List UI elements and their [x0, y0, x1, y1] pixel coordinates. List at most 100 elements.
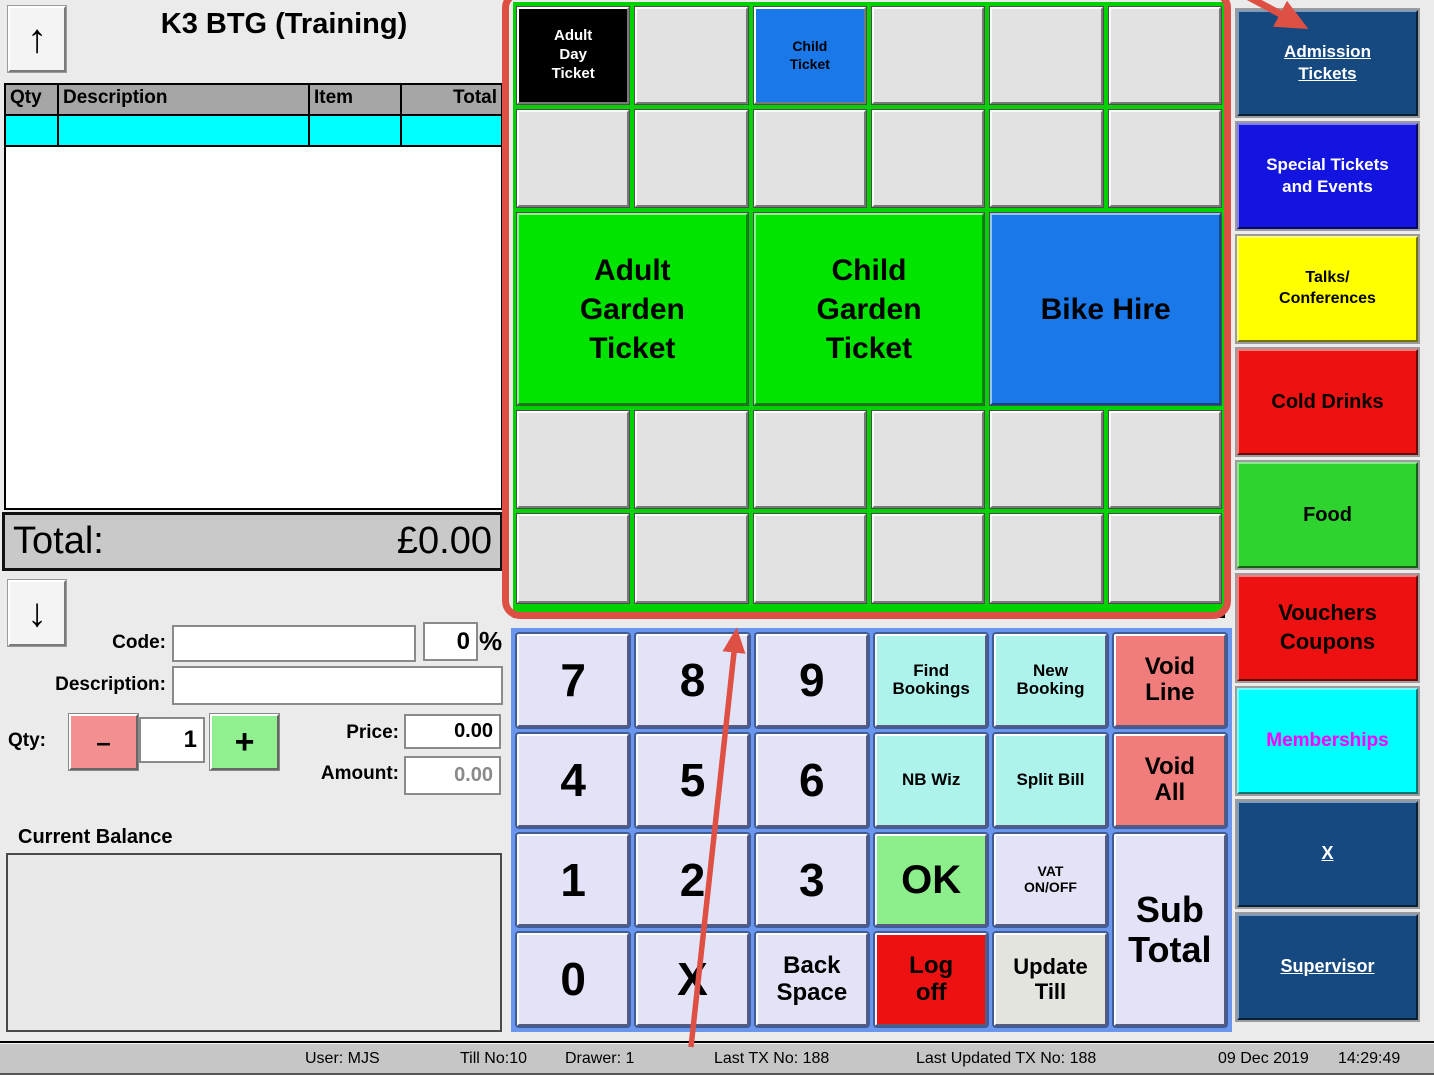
product-button-empty[interactable]	[871, 514, 985, 603]
key-6[interactable]: 6	[755, 733, 868, 827]
amount-label: Amount:	[320, 763, 399, 784]
product-button-child-garden-ticket[interactable]: Child Garden Ticket	[753, 213, 985, 405]
status-last-tx: Last TX No: 188	[714, 1050, 830, 1067]
total-bar: Total: £0.00	[2, 512, 503, 571]
sidebar-item-cold-drinks[interactable]: Cold Drinks	[1237, 349, 1418, 455]
sidebar-item-admission-tickets[interactable]: Admission Tickets	[1237, 10, 1418, 116]
code-input[interactable]	[172, 625, 416, 662]
key-0[interactable]: 0	[517, 933, 630, 1026]
ok-button[interactable]: OK	[875, 833, 988, 927]
key-x[interactable]: X	[636, 933, 749, 1026]
selected-receipt-row[interactable]	[6, 116, 501, 147]
status-last-updated: Last Updated TX No: 188	[916, 1050, 1097, 1067]
code-label: Code:	[112, 632, 166, 653]
description-label: Description:	[55, 674, 166, 695]
current-balance-box	[6, 853, 502, 1032]
product-button-empty[interactable]	[517, 411, 630, 508]
column-header-total: Total	[453, 87, 497, 108]
status-till-no: Till No:10	[460, 1050, 527, 1067]
key-3[interactable]: 3	[755, 833, 868, 927]
product-button-empty[interactable]	[753, 514, 866, 603]
status-drawer: Drawer: 1	[565, 1050, 635, 1067]
product-button-empty[interactable]	[753, 110, 866, 207]
vat-on-off-button[interactable]: VAT ON/OFF	[994, 833, 1107, 927]
key-4[interactable]: 4	[517, 733, 630, 827]
qty-label: Qty:	[8, 730, 46, 751]
down-arrow-icon: ↓	[27, 591, 47, 635]
key-8[interactable]: 8	[636, 634, 749, 727]
product-button-bike-hire[interactable]: Bike Hire	[990, 213, 1222, 405]
product-button-empty[interactable]	[517, 110, 630, 207]
product-button-empty[interactable]	[1108, 110, 1221, 207]
status-bar: User: MJS Till No:10 Drawer: 1 Last TX N…	[0, 1041, 1434, 1075]
key-9[interactable]: 9	[755, 634, 868, 727]
sidebar-item-vouchers-coupons[interactable]: Vouchers Coupons	[1237, 575, 1418, 681]
sub-total-button[interactable]: Sub Total	[1113, 833, 1226, 1026]
product-button-empty[interactable]	[1108, 411, 1221, 508]
product-button-adult-garden-ticket[interactable]: Adult Garden Ticket	[517, 213, 748, 405]
product-button-empty[interactable]	[753, 411, 866, 508]
product-button-empty[interactable]	[990, 514, 1103, 603]
discount-percent-input[interactable]	[423, 622, 478, 661]
column-header-description: Description	[59, 85, 310, 114]
qty-minus-button[interactable]: –	[69, 714, 138, 770]
sidebar-item-supervisor[interactable]: Supervisor	[1237, 914, 1418, 1020]
status-user: User: MJS	[305, 1050, 380, 1067]
void-all-button[interactable]: Void All	[1113, 733, 1226, 827]
product-button-adult-day-ticket[interactable]: Adult Day Ticket	[517, 7, 630, 104]
sidebar-item-special-tickets-events[interactable]: Special Tickets and Events	[1237, 123, 1418, 229]
scroll-down-button[interactable]: ↓	[8, 580, 66, 646]
status-date: 09 Dec 2019	[1218, 1050, 1309, 1067]
product-button-empty[interactable]	[635, 110, 748, 207]
total-value: £0.00	[396, 520, 492, 562]
product-button-empty[interactable]	[990, 7, 1103, 104]
percent-sign: %	[479, 626, 503, 656]
new-booking-button[interactable]: New Booking	[994, 634, 1107, 727]
update-till-button[interactable]: Update Till	[994, 933, 1107, 1026]
find-bookings-button[interactable]: Find Bookings	[875, 634, 988, 727]
qty-input[interactable]	[139, 717, 205, 763]
page-title: K3 BTG (Training)	[160, 8, 408, 40]
total-label: Total:	[13, 520, 104, 562]
scroll-up-button[interactable]: ↑	[8, 6, 66, 72]
sidebar-item-food[interactable]: Food	[1237, 462, 1418, 568]
description-input[interactable]	[172, 666, 503, 705]
product-button-empty[interactable]	[635, 411, 748, 508]
product-button-child-ticket[interactable]: Child Ticket	[753, 7, 866, 104]
product-button-empty[interactable]	[990, 411, 1103, 508]
current-balance-label: Current Balance	[18, 826, 173, 848]
column-header-item: Item	[310, 85, 402, 114]
product-grid: Adult Day Ticket Child Ticket Adult Gard…	[513, 2, 1225, 618]
amount-input[interactable]	[404, 756, 501, 795]
product-button-empty[interactable]	[1108, 7, 1221, 104]
key-2[interactable]: 2	[636, 833, 749, 927]
product-button-empty[interactable]	[871, 411, 985, 508]
up-arrow-icon: ↑	[27, 17, 47, 61]
receipt-table-header: Qty Description Item Total	[6, 85, 501, 116]
price-input[interactable]	[404, 714, 501, 749]
product-button-empty[interactable]	[635, 7, 748, 104]
log-off-button[interactable]: Log off	[875, 933, 988, 1026]
status-time: 14:29:49	[1338, 1050, 1401, 1067]
void-line-button[interactable]: Void Line	[1113, 634, 1226, 727]
column-header-qty: Qty	[6, 85, 59, 114]
product-button-empty[interactable]	[517, 514, 630, 603]
sidebar-item-x[interactable]: X	[1237, 801, 1418, 907]
product-button-empty[interactable]	[871, 7, 985, 104]
sidebar-item-memberships[interactable]: Memberships	[1237, 688, 1418, 794]
sidebar-item-talks-conferences[interactable]: Talks/ Conferences	[1237, 236, 1418, 342]
key-5[interactable]: 5	[636, 733, 749, 827]
nb-wiz-button[interactable]: NB Wiz	[875, 733, 988, 827]
price-label: Price:	[346, 722, 399, 743]
key-1[interactable]: 1	[517, 833, 630, 927]
backspace-button[interactable]: Back Space	[755, 933, 868, 1026]
split-bill-button[interactable]: Split Bill	[994, 733, 1107, 827]
keypad: 7 8 9 Find Bookings New Booking Void Lin…	[511, 628, 1232, 1032]
product-button-empty[interactable]	[635, 514, 748, 603]
product-button-empty[interactable]	[871, 110, 985, 207]
key-7[interactable]: 7	[517, 634, 630, 727]
qty-plus-button[interactable]: +	[210, 714, 279, 770]
category-sidebar: Admission Tickets Special Tickets and Ev…	[1237, 10, 1418, 1020]
product-button-empty[interactable]	[1108, 514, 1221, 603]
product-button-empty[interactable]	[990, 110, 1103, 207]
